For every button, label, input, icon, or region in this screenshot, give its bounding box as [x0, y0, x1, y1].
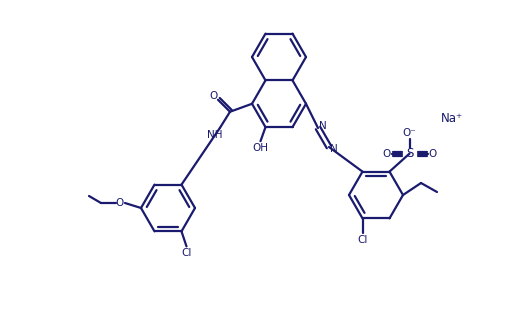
Text: N: N	[319, 121, 327, 131]
Text: O: O	[209, 91, 217, 101]
Text: O: O	[428, 149, 437, 159]
Text: Na⁺: Na⁺	[440, 112, 462, 125]
Text: O: O	[382, 149, 391, 159]
Text: O⁻: O⁻	[402, 128, 417, 137]
Text: N: N	[330, 144, 338, 154]
Text: Cl: Cl	[181, 248, 191, 258]
Text: NH: NH	[207, 130, 222, 140]
Text: O: O	[116, 198, 124, 208]
Text: OH: OH	[252, 143, 268, 153]
Text: Cl: Cl	[357, 235, 368, 245]
Text: S: S	[406, 147, 413, 160]
